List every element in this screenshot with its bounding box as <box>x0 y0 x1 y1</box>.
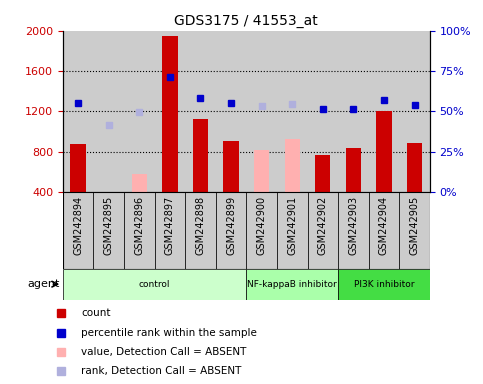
Text: GSM242899: GSM242899 <box>226 196 236 255</box>
Bar <box>246 269 338 300</box>
Bar <box>308 192 338 269</box>
Text: agent: agent <box>28 279 60 289</box>
Bar <box>93 31 124 192</box>
Bar <box>284 139 300 192</box>
Bar <box>223 141 239 192</box>
Bar <box>277 192 308 269</box>
Bar <box>399 192 430 269</box>
Text: GSM242901: GSM242901 <box>287 196 297 255</box>
Bar <box>338 31 369 192</box>
Text: GSM242902: GSM242902 <box>318 196 328 255</box>
Bar <box>101 192 116 194</box>
Bar <box>216 31 246 192</box>
Text: GSM242903: GSM242903 <box>348 196 358 255</box>
Bar <box>277 31 308 192</box>
Text: rank, Detection Call = ABSENT: rank, Detection Call = ABSENT <box>81 366 242 376</box>
Text: GSM242896: GSM242896 <box>134 196 144 255</box>
Bar <box>254 150 270 192</box>
Title: GDS3175 / 41553_at: GDS3175 / 41553_at <box>174 14 318 28</box>
Bar <box>407 142 422 192</box>
Text: PI3K inhibitor: PI3K inhibitor <box>354 280 414 289</box>
Bar <box>185 31 216 192</box>
Bar <box>346 148 361 192</box>
Bar <box>93 192 124 269</box>
Bar <box>376 111 392 192</box>
Text: GSM242894: GSM242894 <box>73 196 83 255</box>
Text: GSM242897: GSM242897 <box>165 196 175 255</box>
Bar <box>399 31 430 192</box>
Text: GSM242900: GSM242900 <box>256 196 267 255</box>
Bar <box>216 192 246 269</box>
Bar <box>71 144 86 192</box>
Bar <box>63 269 246 300</box>
Bar <box>246 192 277 269</box>
Bar <box>63 31 93 192</box>
Bar <box>162 36 177 192</box>
Text: percentile rank within the sample: percentile rank within the sample <box>81 328 257 338</box>
Bar <box>155 192 185 269</box>
Bar <box>124 31 155 192</box>
Bar <box>369 192 399 269</box>
Text: control: control <box>139 280 170 289</box>
Bar <box>338 269 430 300</box>
Text: GSM242895: GSM242895 <box>104 196 114 255</box>
Text: GSM242904: GSM242904 <box>379 196 389 255</box>
Bar <box>131 174 147 192</box>
Text: GSM242905: GSM242905 <box>410 196 420 255</box>
Bar <box>338 192 369 269</box>
Bar <box>185 192 216 269</box>
Bar <box>308 31 338 192</box>
Bar <box>369 31 399 192</box>
Bar <box>124 192 155 269</box>
Text: value, Detection Call = ABSENT: value, Detection Call = ABSENT <box>81 347 246 357</box>
Text: count: count <box>81 308 111 318</box>
Text: GSM242898: GSM242898 <box>196 196 205 255</box>
Bar <box>155 31 185 192</box>
Bar <box>246 31 277 192</box>
Bar <box>63 192 93 269</box>
Bar <box>193 119 208 192</box>
Bar <box>315 155 330 192</box>
Text: NF-kappaB inhibitor: NF-kappaB inhibitor <box>247 280 337 289</box>
